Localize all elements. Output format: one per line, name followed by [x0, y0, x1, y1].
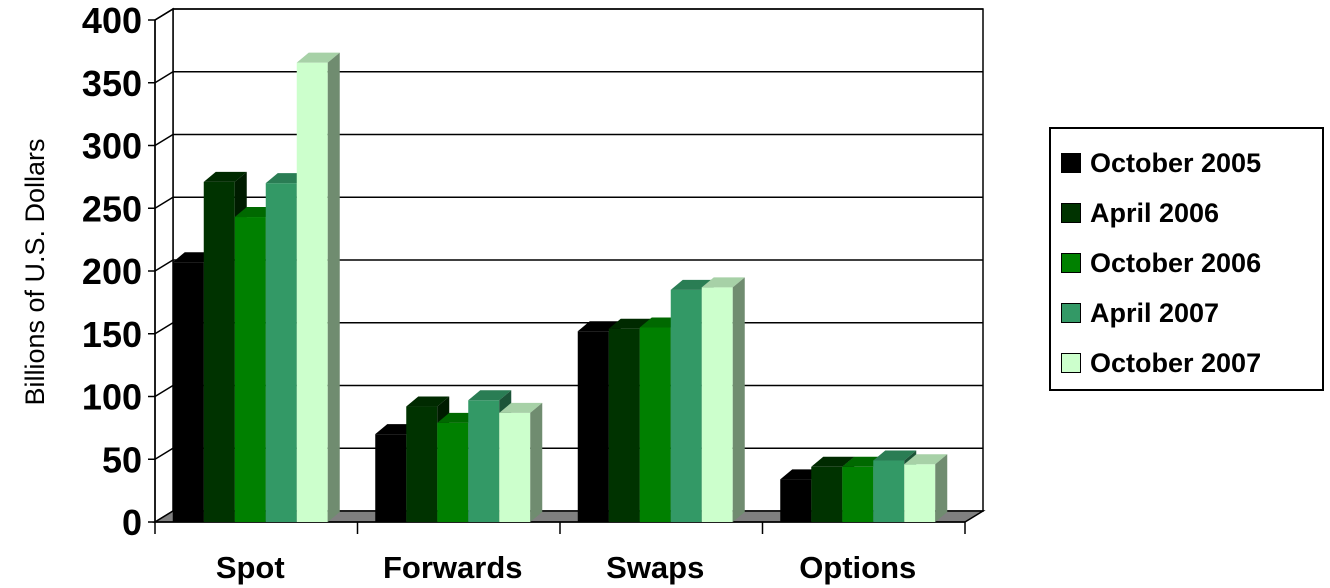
- y-tick-label: 100: [82, 377, 142, 418]
- bar-front: [904, 464, 936, 522]
- bar-front: [375, 434, 407, 522]
- bar-top: [203, 171, 247, 182]
- y-tick-label: 150: [82, 314, 142, 355]
- y-tick-label: 400: [82, 0, 142, 41]
- bar-front: [203, 181, 235, 522]
- bar-top: [811, 456, 855, 467]
- gridline: [154, 259, 983, 272]
- legend-item: October 2007: [1061, 343, 1261, 383]
- gridline: [154, 71, 983, 84]
- bar-front: [499, 412, 531, 522]
- legend-label: October 2006: [1090, 247, 1262, 278]
- y-tick-label: 250: [82, 188, 142, 229]
- x-tick-label: Options: [799, 550, 916, 585]
- x-tick-labels: Spot Forwards Swaps Options: [216, 550, 916, 585]
- y-tick-label: 0: [122, 502, 142, 543]
- bar-side: [732, 277, 745, 522]
- legend-item: April 2007: [1061, 293, 1219, 333]
- bar-front: [172, 262, 204, 522]
- x-tick-label: Spot: [216, 550, 285, 585]
- y-tick-label: 300: [82, 126, 142, 167]
- gridline: [154, 133, 983, 147]
- legend-label: October 2007: [1090, 347, 1262, 378]
- x-tick-label: Forwards: [383, 550, 523, 585]
- y-tick-label: 200: [82, 251, 142, 292]
- gridline: [154, 196, 983, 209]
- bar-front: [670, 289, 702, 522]
- y-tick-labels: 0 50 100 150 200 250 300 350 400: [82, 0, 142, 543]
- bar-front: [437, 422, 469, 522]
- bar-top: [701, 277, 745, 288]
- bar-front: [296, 62, 328, 523]
- bar-top: [406, 396, 450, 407]
- bar-front: [639, 327, 671, 522]
- bar-front: [265, 183, 297, 522]
- bar-top: [608, 318, 652, 329]
- gridline: [154, 8, 983, 21]
- bar-side: [327, 52, 340, 523]
- bar-top: [296, 52, 340, 63]
- bar-front: [701, 287, 733, 522]
- bar-front: [468, 400, 500, 522]
- y-axis-label: Billions of U.S. Dollars: [20, 138, 50, 405]
- y-tick-label: 50: [102, 439, 142, 480]
- legend-label: October 2005: [1090, 147, 1262, 178]
- bar-side: [935, 454, 948, 522]
- bar-front: [842, 466, 874, 522]
- bar-top: [873, 450, 917, 461]
- bar-side: [530, 402, 543, 522]
- legend-swatch: [1061, 303, 1081, 323]
- legend-swatch: [1061, 203, 1081, 223]
- legend-item: October 2006: [1061, 243, 1261, 283]
- legend-item: October 2005: [1061, 143, 1261, 183]
- legend-label: April 2007: [1090, 297, 1220, 328]
- bar-front: [608, 328, 640, 522]
- bar-top: [499, 402, 543, 413]
- bar: [296, 52, 340, 523]
- bar-front: [780, 479, 812, 522]
- legend-item: April 2006: [1061, 193, 1219, 233]
- legend-swatch: [1061, 153, 1081, 173]
- bar-front: [406, 406, 438, 522]
- legend-label: April 2006: [1090, 197, 1220, 228]
- bar-front: [811, 466, 843, 522]
- bar-top: [904, 454, 948, 465]
- bar: [701, 277, 745, 522]
- y-tick-label: 350: [82, 63, 142, 104]
- legend-swatch: [1061, 253, 1081, 273]
- legend: October 2005 April 2006 October 2006 April …: [1049, 127, 1324, 391]
- bar: [904, 454, 948, 522]
- bar: [499, 402, 543, 522]
- bar-front: [577, 331, 609, 522]
- bar-front: [234, 217, 266, 522]
- x-tick-label: Swaps: [606, 550, 704, 585]
- bar-front: [873, 460, 905, 522]
- bar-top: [468, 390, 512, 401]
- legend-swatch: [1061, 353, 1081, 373]
- bars: [172, 52, 948, 523]
